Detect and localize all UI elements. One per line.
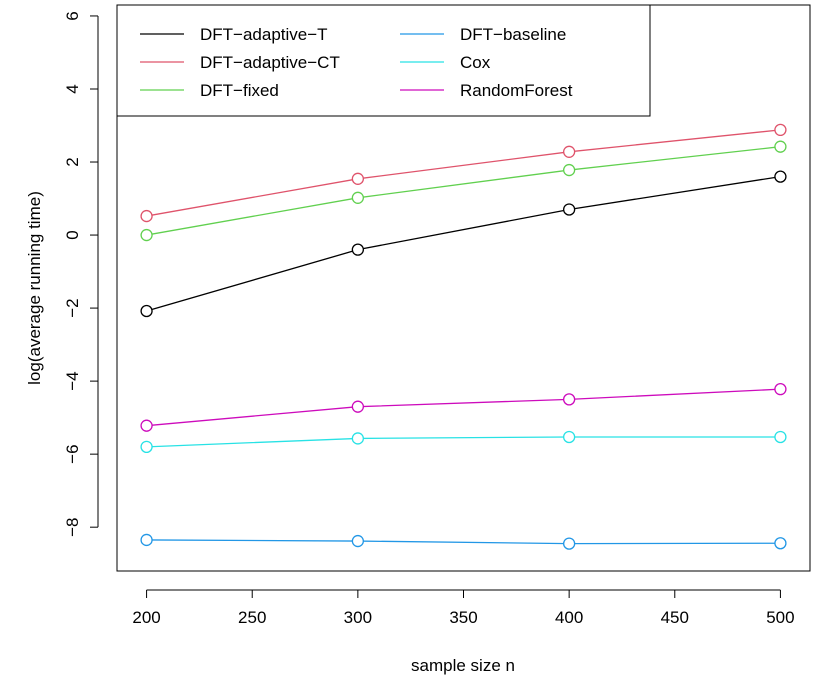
x-tick-label: 400 <box>555 608 583 627</box>
y-axis: −8 −6 −4 −2 0 2 4 6 <box>63 11 99 537</box>
data-point <box>562 163 576 177</box>
data-point <box>562 393 576 406</box>
data-point <box>774 382 787 396</box>
data-point <box>140 209 153 223</box>
data-point <box>562 145 576 158</box>
y-tick-label: −2 <box>63 298 82 317</box>
data-point <box>774 140 787 153</box>
series-line <box>146 129 781 217</box>
x-tick-label: 450 <box>661 608 689 627</box>
legend-label: DFT−adaptive−T <box>200 25 328 44</box>
legend-label: RandomForest <box>460 81 573 100</box>
series-line <box>146 388 781 427</box>
data-point <box>140 440 153 453</box>
data-point <box>140 419 153 432</box>
data-point <box>140 533 153 547</box>
y-tick-label: 0 <box>63 230 82 239</box>
data-point <box>774 123 787 137</box>
y-tick-label: −8 <box>63 517 82 536</box>
data-point <box>562 203 576 216</box>
legend-label: Cox <box>460 53 491 72</box>
x-tick-label: 350 <box>449 608 477 627</box>
series <box>140 430 787 453</box>
x-tick-label: 300 <box>344 608 372 627</box>
series-line <box>146 146 781 236</box>
x-axis-title: sample size n <box>411 656 515 675</box>
data-point <box>351 172 365 185</box>
legend: DFT−adaptive−T DFT−adaptive−CT DFT−fixed DF… <box>116 4 651 117</box>
series-line <box>146 436 781 448</box>
legend-label: DFT−baseline <box>460 25 566 44</box>
data-point <box>351 191 365 204</box>
series <box>140 170 787 318</box>
data-point <box>140 228 153 242</box>
data-point <box>351 400 365 413</box>
series <box>140 140 787 242</box>
y-tick-label: −6 <box>63 444 82 463</box>
data-point <box>351 243 365 256</box>
legend-box <box>116 4 651 117</box>
data-point <box>351 432 365 445</box>
data-point <box>351 534 365 548</box>
y-tick-label: 2 <box>63 157 82 166</box>
data-point <box>140 304 153 318</box>
legend-label: DFT−adaptive−CT <box>200 53 340 72</box>
series <box>140 533 787 550</box>
x-axis: 200 250 300 350 400 450 500 <box>132 589 795 627</box>
y-axis-title: log(average running time) <box>25 191 44 385</box>
series-layer <box>140 123 787 550</box>
y-tick-label: 4 <box>63 84 82 93</box>
x-tick-label: 500 <box>766 608 794 627</box>
data-point <box>774 170 787 183</box>
series <box>140 382 787 432</box>
series <box>140 123 787 223</box>
data-point <box>774 537 787 550</box>
series-line <box>146 175 781 312</box>
data-point <box>562 537 576 550</box>
x-tick-label: 200 <box>132 608 160 627</box>
legend-label: DFT−fixed <box>200 81 279 100</box>
y-tick-label: −4 <box>63 371 82 390</box>
y-tick-label: 6 <box>63 11 82 20</box>
data-point <box>562 430 576 444</box>
series-line <box>146 539 781 545</box>
x-tick-label: 250 <box>238 608 266 627</box>
data-point <box>774 430 787 444</box>
